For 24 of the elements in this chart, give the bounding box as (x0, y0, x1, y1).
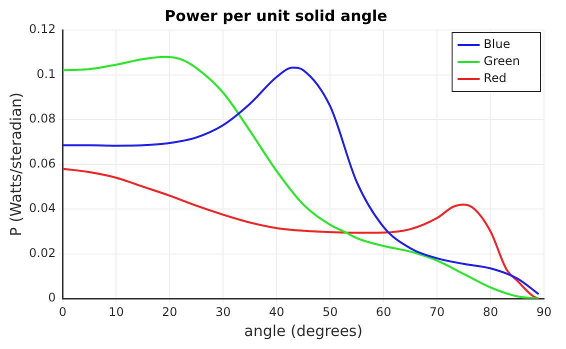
x-tick-label: 90 (536, 304, 552, 319)
chart-title: Power per unit solid angle (164, 6, 388, 25)
y-tick-label: 0 (48, 290, 56, 305)
y-tick-label: 0.08 (29, 112, 56, 126)
line-series (62, 168, 540, 299)
x-tick-label: 70 (429, 304, 445, 319)
x-tick-label: 10 (108, 304, 124, 319)
x-tick-label: 30 (216, 304, 231, 319)
y-tick-label: 0.04 (29, 201, 56, 216)
x-tick-label: 20 (162, 304, 178, 319)
x-tick-label: 40 (268, 304, 284, 319)
y-tick-label: 0.1 (36, 66, 56, 81)
y-tick-label: 0.06 (29, 156, 56, 170)
y-tick-label: 0.02 (29, 246, 56, 260)
x-tick-label: 0 (58, 304, 67, 319)
y-axis-title: P (Watts/steradian) (6, 92, 25, 236)
x-axis-title: angle (degrees) (244, 322, 363, 340)
y-tick-label: 0.12 (29, 22, 56, 36)
x-tick-label: 60 (376, 304, 392, 319)
legend-label: Blue (484, 37, 510, 52)
legend-label: Red (484, 71, 506, 86)
x-tick-label: 80 (482, 304, 498, 319)
x-tick-label: 50 (322, 304, 338, 319)
legend-label: Green (484, 54, 520, 68)
